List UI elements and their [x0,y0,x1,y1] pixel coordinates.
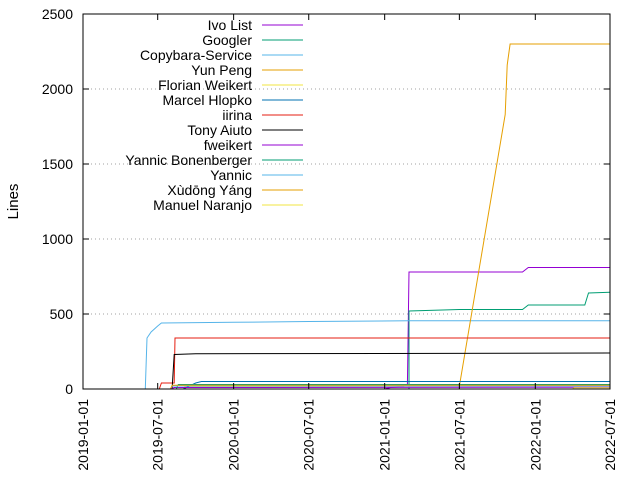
y-tick-label: 500 [50,306,74,322]
legend-label: Tony Aiuto [187,122,252,138]
x-tick-label: 2021-01-01 [377,399,393,471]
series-line [83,352,611,390]
y-axis-label: Lines [5,184,22,220]
y-axis: 0 500 1000 1500 2000 2500 [42,6,610,397]
y-tick-label: 1000 [42,231,73,247]
y-tick-label: 0 [65,381,73,397]
legend-label: iirina [222,107,252,123]
x-tick-label: 2020-07-01 [301,399,317,471]
legend-label: Yannic Bonenberger [125,152,252,168]
y-tick-label: 2000 [42,81,73,97]
legend-label: Yannic [210,167,252,183]
x-axis: 2019-01-01 2019-07-01 2020-01-01 2020-07-01… [75,14,618,471]
x-tick-label: 2022-01-01 [527,399,543,471]
x-tick-label: 2020-01-01 [226,399,242,471]
x-tick-label: 2022-07-01 [602,399,618,471]
plot-frame [82,13,611,390]
legend-label: Copybara-Service [140,47,252,63]
legend-label: Florian Weikert [158,77,252,93]
series-line [83,267,610,390]
x-tick-label: 2019-01-01 [75,399,91,471]
x-tick-label: 2021-07-01 [451,399,467,471]
legend-label: Ivo List [208,17,252,33]
legend-label: Googler [202,32,252,48]
legend-label: Yun Peng [191,62,252,78]
series-line [83,291,611,390]
y-tick-label: 2500 [42,6,73,22]
x-tick-label: 2019-07-01 [150,399,166,471]
legend-label: Xùdōng Yáng [167,182,252,198]
legend-label: Manuel Naranjo [153,197,252,213]
legend-label: Marcel Hlopko [163,92,253,108]
y-tick-label: 1500 [42,156,73,172]
series-line [83,320,610,390]
legend-label: fweikert [204,137,252,153]
